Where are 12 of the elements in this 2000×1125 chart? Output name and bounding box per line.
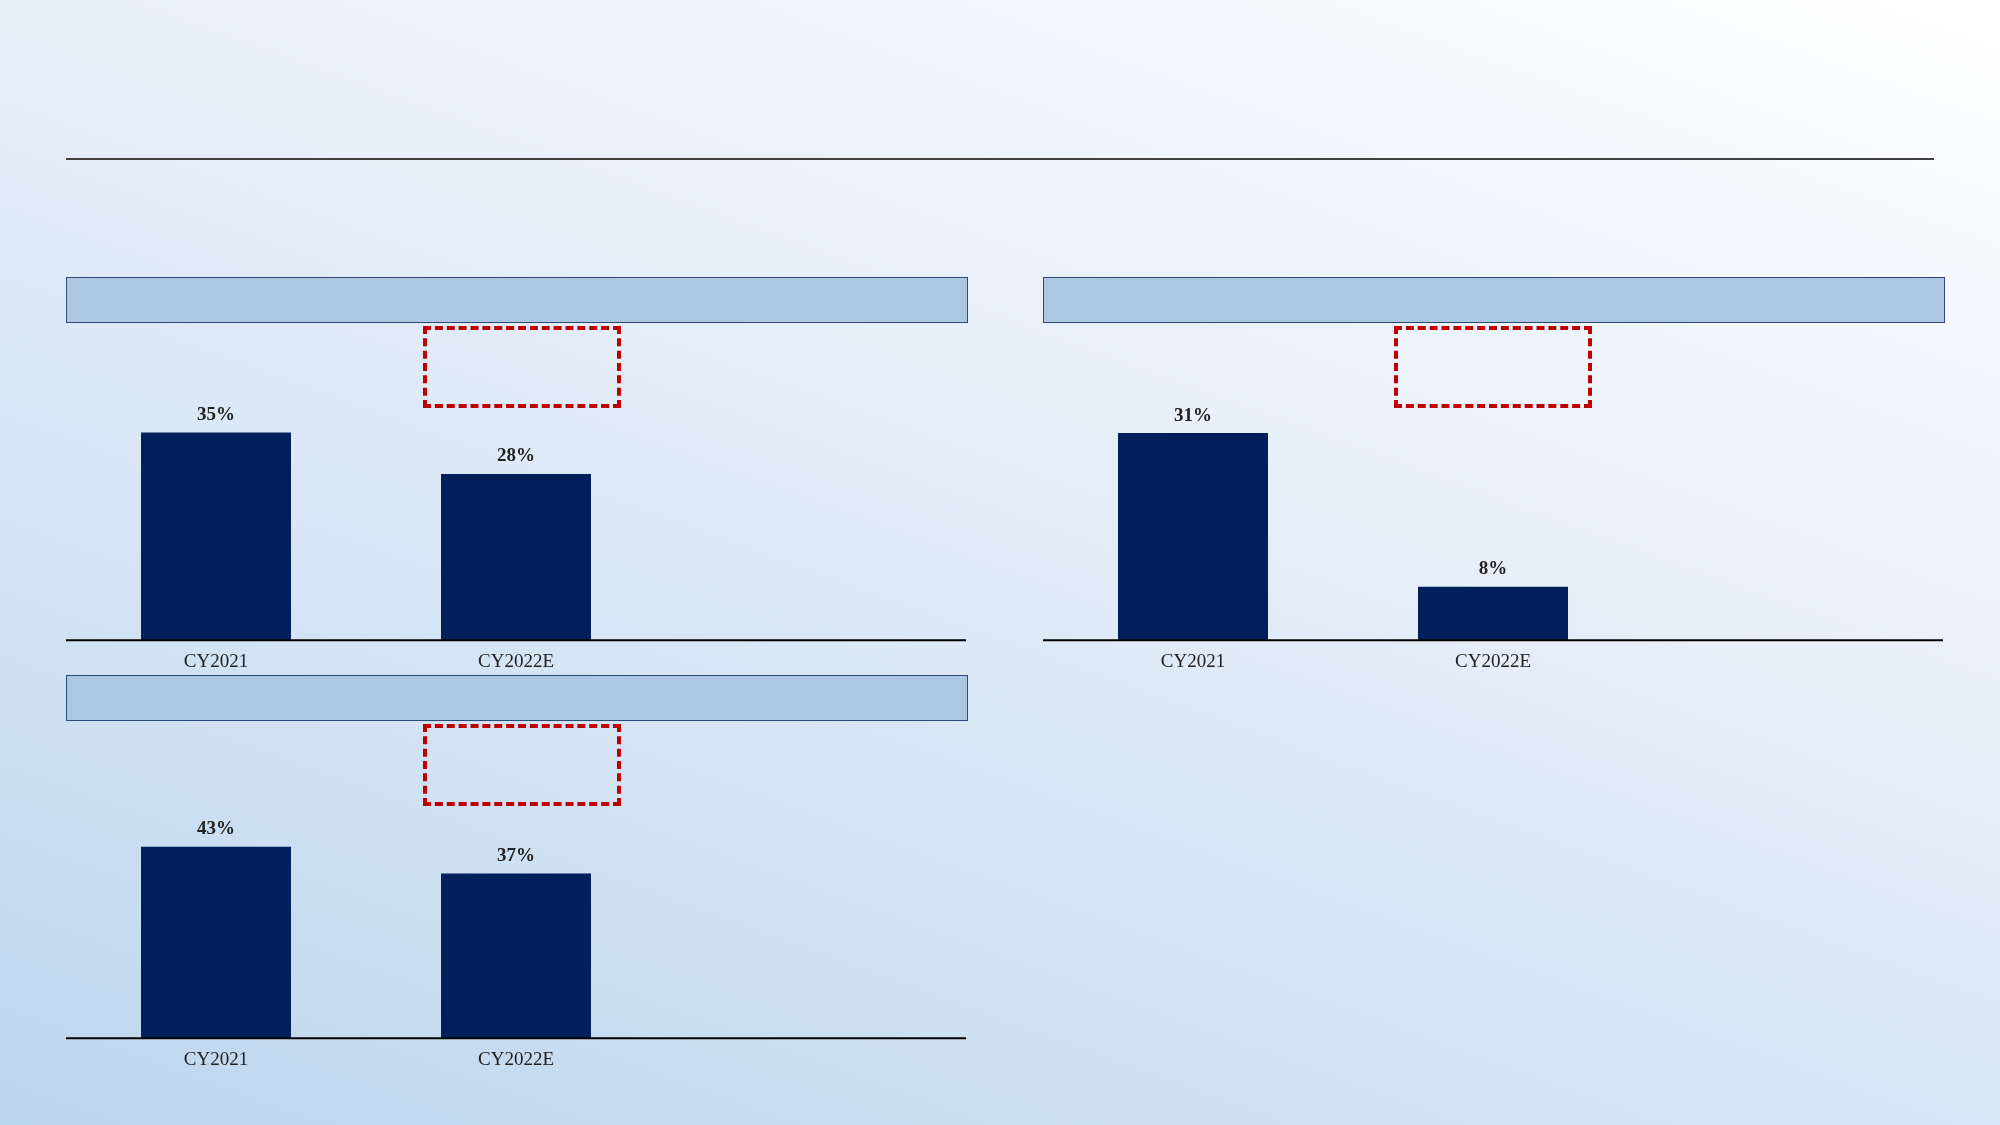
data-label: 43% [197,817,235,839]
data-label: 8% [1478,557,1508,579]
data-label: 28% [497,444,535,466]
x-tick-label: CY2022E [1455,649,1531,671]
data-label: 31% [1174,403,1212,425]
x-tick-label: CY2022E [478,649,554,671]
x-tick-label: CY2021 [183,1047,249,1069]
x-tick-label: CY2022E [478,1047,554,1069]
data-label: 37% [497,843,535,865]
x-tick-label: CY2021 [1160,649,1226,671]
x-tick-label: CY2021 [183,649,249,671]
data-label: 35% [197,402,235,424]
